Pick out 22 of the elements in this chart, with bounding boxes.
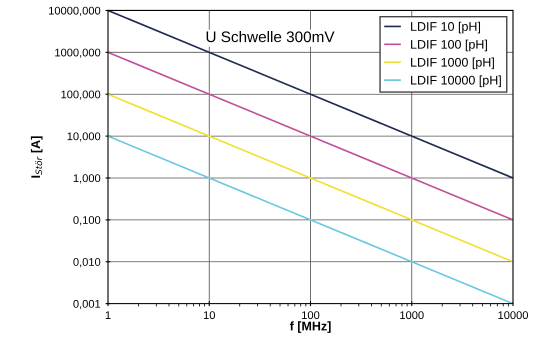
- x-tick-label: 1: [106, 311, 111, 319]
- line-series: [108, 93, 513, 263]
- annotation: U Schwelle 300mV: [206, 30, 334, 42]
- y-tick-label: 1000,000: [55, 48, 100, 58]
- x-tick-label: 10000: [498, 311, 528, 320]
- legend-label: LDIF 10 [pH]: [411, 22, 480, 34]
- legend-label: LDIF 1000 [pH]: [411, 58, 494, 70]
- legend-label: LDIF 10000 [pH]: [411, 75, 501, 88]
- x-tick-label: 100: [302, 311, 320, 320]
- y-tick-label: 10,000: [68, 132, 100, 142]
- legend-label: LDIF 100 [pH]: [411, 40, 487, 52]
- y-tick-label: 100,000: [61, 90, 100, 100]
- x-axis-title: f [MHz]: [290, 321, 331, 333]
- y-axis-title: I$_{Stör}$ [A]: [30, 136, 43, 178]
- y-tick-label: 0,100: [73, 216, 100, 226]
- y-tick-label: 0,001: [73, 300, 100, 310]
- y-tick-label: 0,010: [73, 258, 100, 268]
- y-tick-label: 1,000: [74, 174, 100, 184]
- y-tick-label: 10000,000: [49, 6, 100, 16]
- x-tick-label: 10: [204, 311, 215, 320]
- line-series: [108, 52, 513, 221]
- x-tick-label: 1000: [400, 311, 424, 320]
